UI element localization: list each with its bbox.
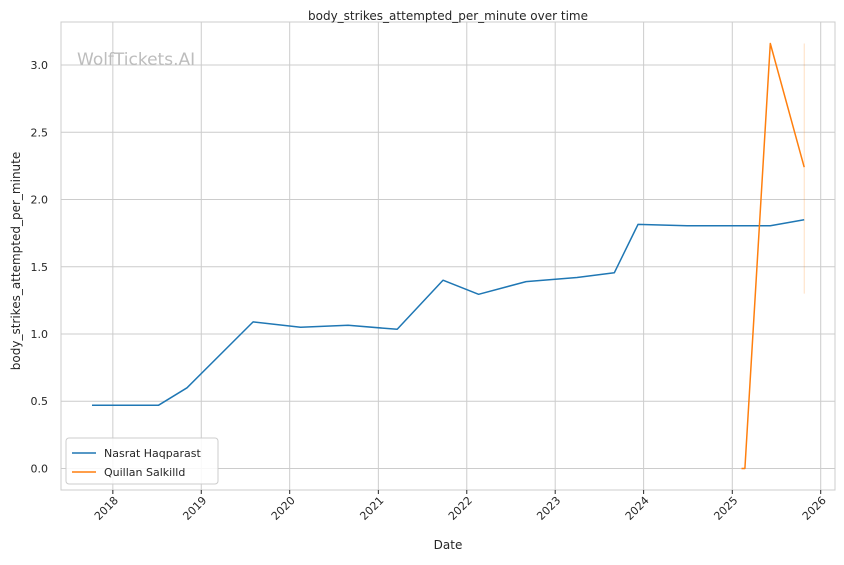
y-tick-label: 1.0 bbox=[31, 328, 49, 341]
legend: Nasrat Haqparast Quillan Salkilld bbox=[65, 437, 219, 485]
grid-lines bbox=[61, 22, 835, 490]
x-axis-label: Date bbox=[434, 538, 463, 552]
y-tick-label: 2.5 bbox=[31, 126, 49, 139]
series-line-1 bbox=[92, 218, 805, 407]
legend-label-1: Nasrat Haqparast bbox=[104, 447, 201, 460]
y-tick-label: 0.5 bbox=[31, 395, 49, 408]
legend-box bbox=[65, 437, 219, 485]
series-layer bbox=[92, 42, 805, 470]
y-tick-label: 0.0 bbox=[31, 462, 49, 475]
legend-label-2: Quillan Salkilld bbox=[104, 466, 185, 479]
y-tick-label: 2.0 bbox=[31, 194, 49, 207]
plot-frame bbox=[60, 21, 836, 491]
y-tick-label: 3.0 bbox=[31, 59, 49, 72]
y-axis-label: body_strikes_attempted_per_minute bbox=[9, 152, 23, 370]
plot-area bbox=[60, 21, 836, 491]
series-line-2 bbox=[741, 42, 805, 470]
watermark-text: WolfTickets.AI bbox=[77, 50, 195, 70]
y-tick-label: 1.5 bbox=[31, 261, 49, 274]
y-axis-ticks: 0.0 0.5 1.0 1.5 2.0 2.5 3.0 bbox=[31, 59, 49, 475]
chart-title: body_strikes_attempted_per_minute over t… bbox=[308, 9, 588, 23]
